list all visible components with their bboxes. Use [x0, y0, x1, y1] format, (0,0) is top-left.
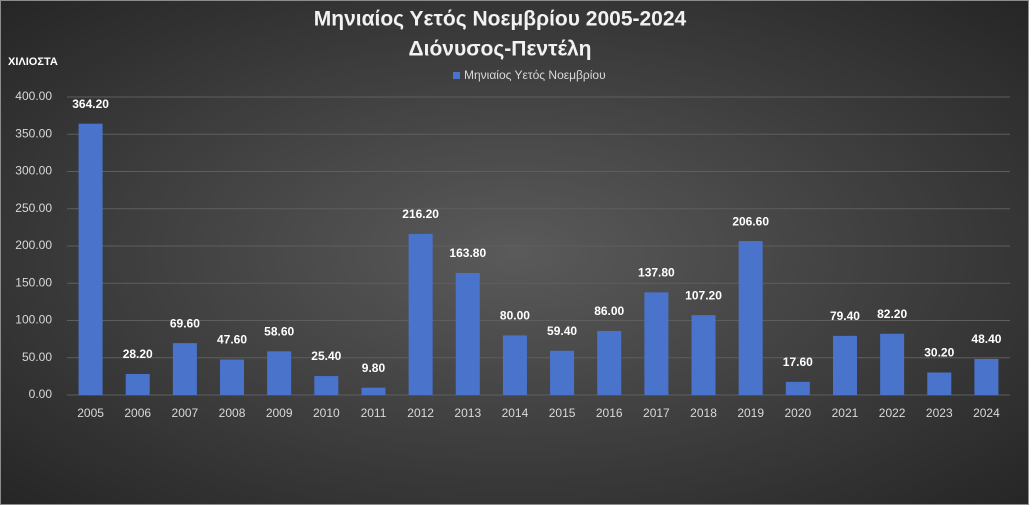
value-label: 17.60 — [783, 355, 813, 369]
value-label: 69.60 — [170, 316, 200, 330]
chart-subtitle: Διόνυσος-Πεντέλη — [409, 38, 592, 61]
value-label: 206.60 — [732, 214, 769, 228]
y-tick-label: 250.00 — [15, 201, 52, 215]
bar — [880, 333, 905, 395]
bar — [644, 292, 669, 395]
value-label: 364.20 — [72, 97, 109, 111]
bar — [408, 233, 433, 395]
bar — [267, 351, 292, 395]
bar — [502, 335, 527, 395]
y-tick-label: 300.00 — [15, 164, 52, 178]
value-label: 30.20 — [924, 346, 954, 360]
bar — [455, 272, 480, 395]
x-tick-label: 2022 — [879, 406, 906, 420]
bar — [691, 315, 716, 395]
x-tick-label: 2007 — [172, 406, 199, 420]
x-tick-label: 2009 — [266, 406, 293, 420]
bar — [974, 358, 999, 395]
value-label: 47.60 — [217, 333, 247, 347]
value-label: 79.40 — [830, 309, 860, 323]
bar — [314, 376, 339, 395]
legend-label: Μηνιαίος Υετός Νοεμβρίου — [464, 68, 606, 82]
value-label: 59.40 — [547, 324, 577, 338]
x-tick-label: 2008 — [219, 406, 246, 420]
value-label: 82.20 — [877, 307, 907, 321]
value-label: 107.20 — [685, 288, 722, 302]
value-label: 9.80 — [362, 361, 386, 375]
bar — [738, 241, 763, 395]
x-tick-label: 2006 — [124, 406, 151, 420]
x-tick-label: 2019 — [737, 406, 764, 420]
x-tick-label: 2012 — [407, 406, 434, 420]
x-tick-label: 2017 — [643, 406, 670, 420]
x-tick-label: 2020 — [784, 406, 811, 420]
bar — [597, 330, 622, 395]
x-tick-label: 2005 — [77, 406, 104, 420]
y-tick-label: 100.00 — [15, 313, 52, 327]
bar — [172, 343, 197, 395]
value-label: 25.40 — [311, 349, 341, 363]
bar — [361, 387, 386, 395]
x-tick-label: 2021 — [832, 406, 859, 420]
legend-swatch — [453, 72, 460, 79]
chart-title: Μηνιαίος Υετός Νοεμβρίου 2005-2024 — [314, 8, 687, 31]
y-tick-label: 150.00 — [15, 275, 52, 289]
value-label: 137.80 — [638, 266, 675, 280]
value-label: 58.60 — [264, 325, 294, 339]
bar — [550, 350, 575, 395]
value-label: 48.40 — [971, 332, 1001, 346]
bar — [125, 373, 150, 395]
value-label: 216.20 — [402, 207, 439, 221]
y-tick-label: 0.00 — [29, 387, 53, 401]
x-tick-label: 2016 — [596, 406, 623, 420]
value-label: 86.00 — [594, 304, 624, 318]
value-label: 163.80 — [449, 246, 486, 260]
bar — [220, 359, 245, 395]
y-tick-label: 200.00 — [15, 238, 52, 252]
x-tick-label: 2015 — [549, 406, 576, 420]
bar — [785, 381, 810, 395]
x-tick-label: 2013 — [454, 406, 481, 420]
x-tick-label: 2024 — [973, 406, 1000, 420]
y-axis-title: ΧΙΛΙΟΣΤΑ — [8, 56, 58, 68]
bar — [78, 123, 103, 396]
bar — [832, 335, 857, 395]
y-tick-label: 50.00 — [22, 350, 52, 364]
value-label: 80.00 — [500, 309, 530, 323]
x-tick-label: 2023 — [926, 406, 953, 420]
y-tick-label: 350.00 — [15, 126, 52, 140]
x-tick-label: 2010 — [313, 406, 340, 420]
x-tick-label: 2018 — [690, 406, 717, 420]
x-tick-label: 2011 — [361, 406, 387, 420]
bar — [927, 372, 952, 395]
value-label: 28.20 — [123, 347, 153, 361]
x-tick-label: 2014 — [502, 406, 529, 420]
y-tick-label: 400.00 — [15, 89, 52, 103]
